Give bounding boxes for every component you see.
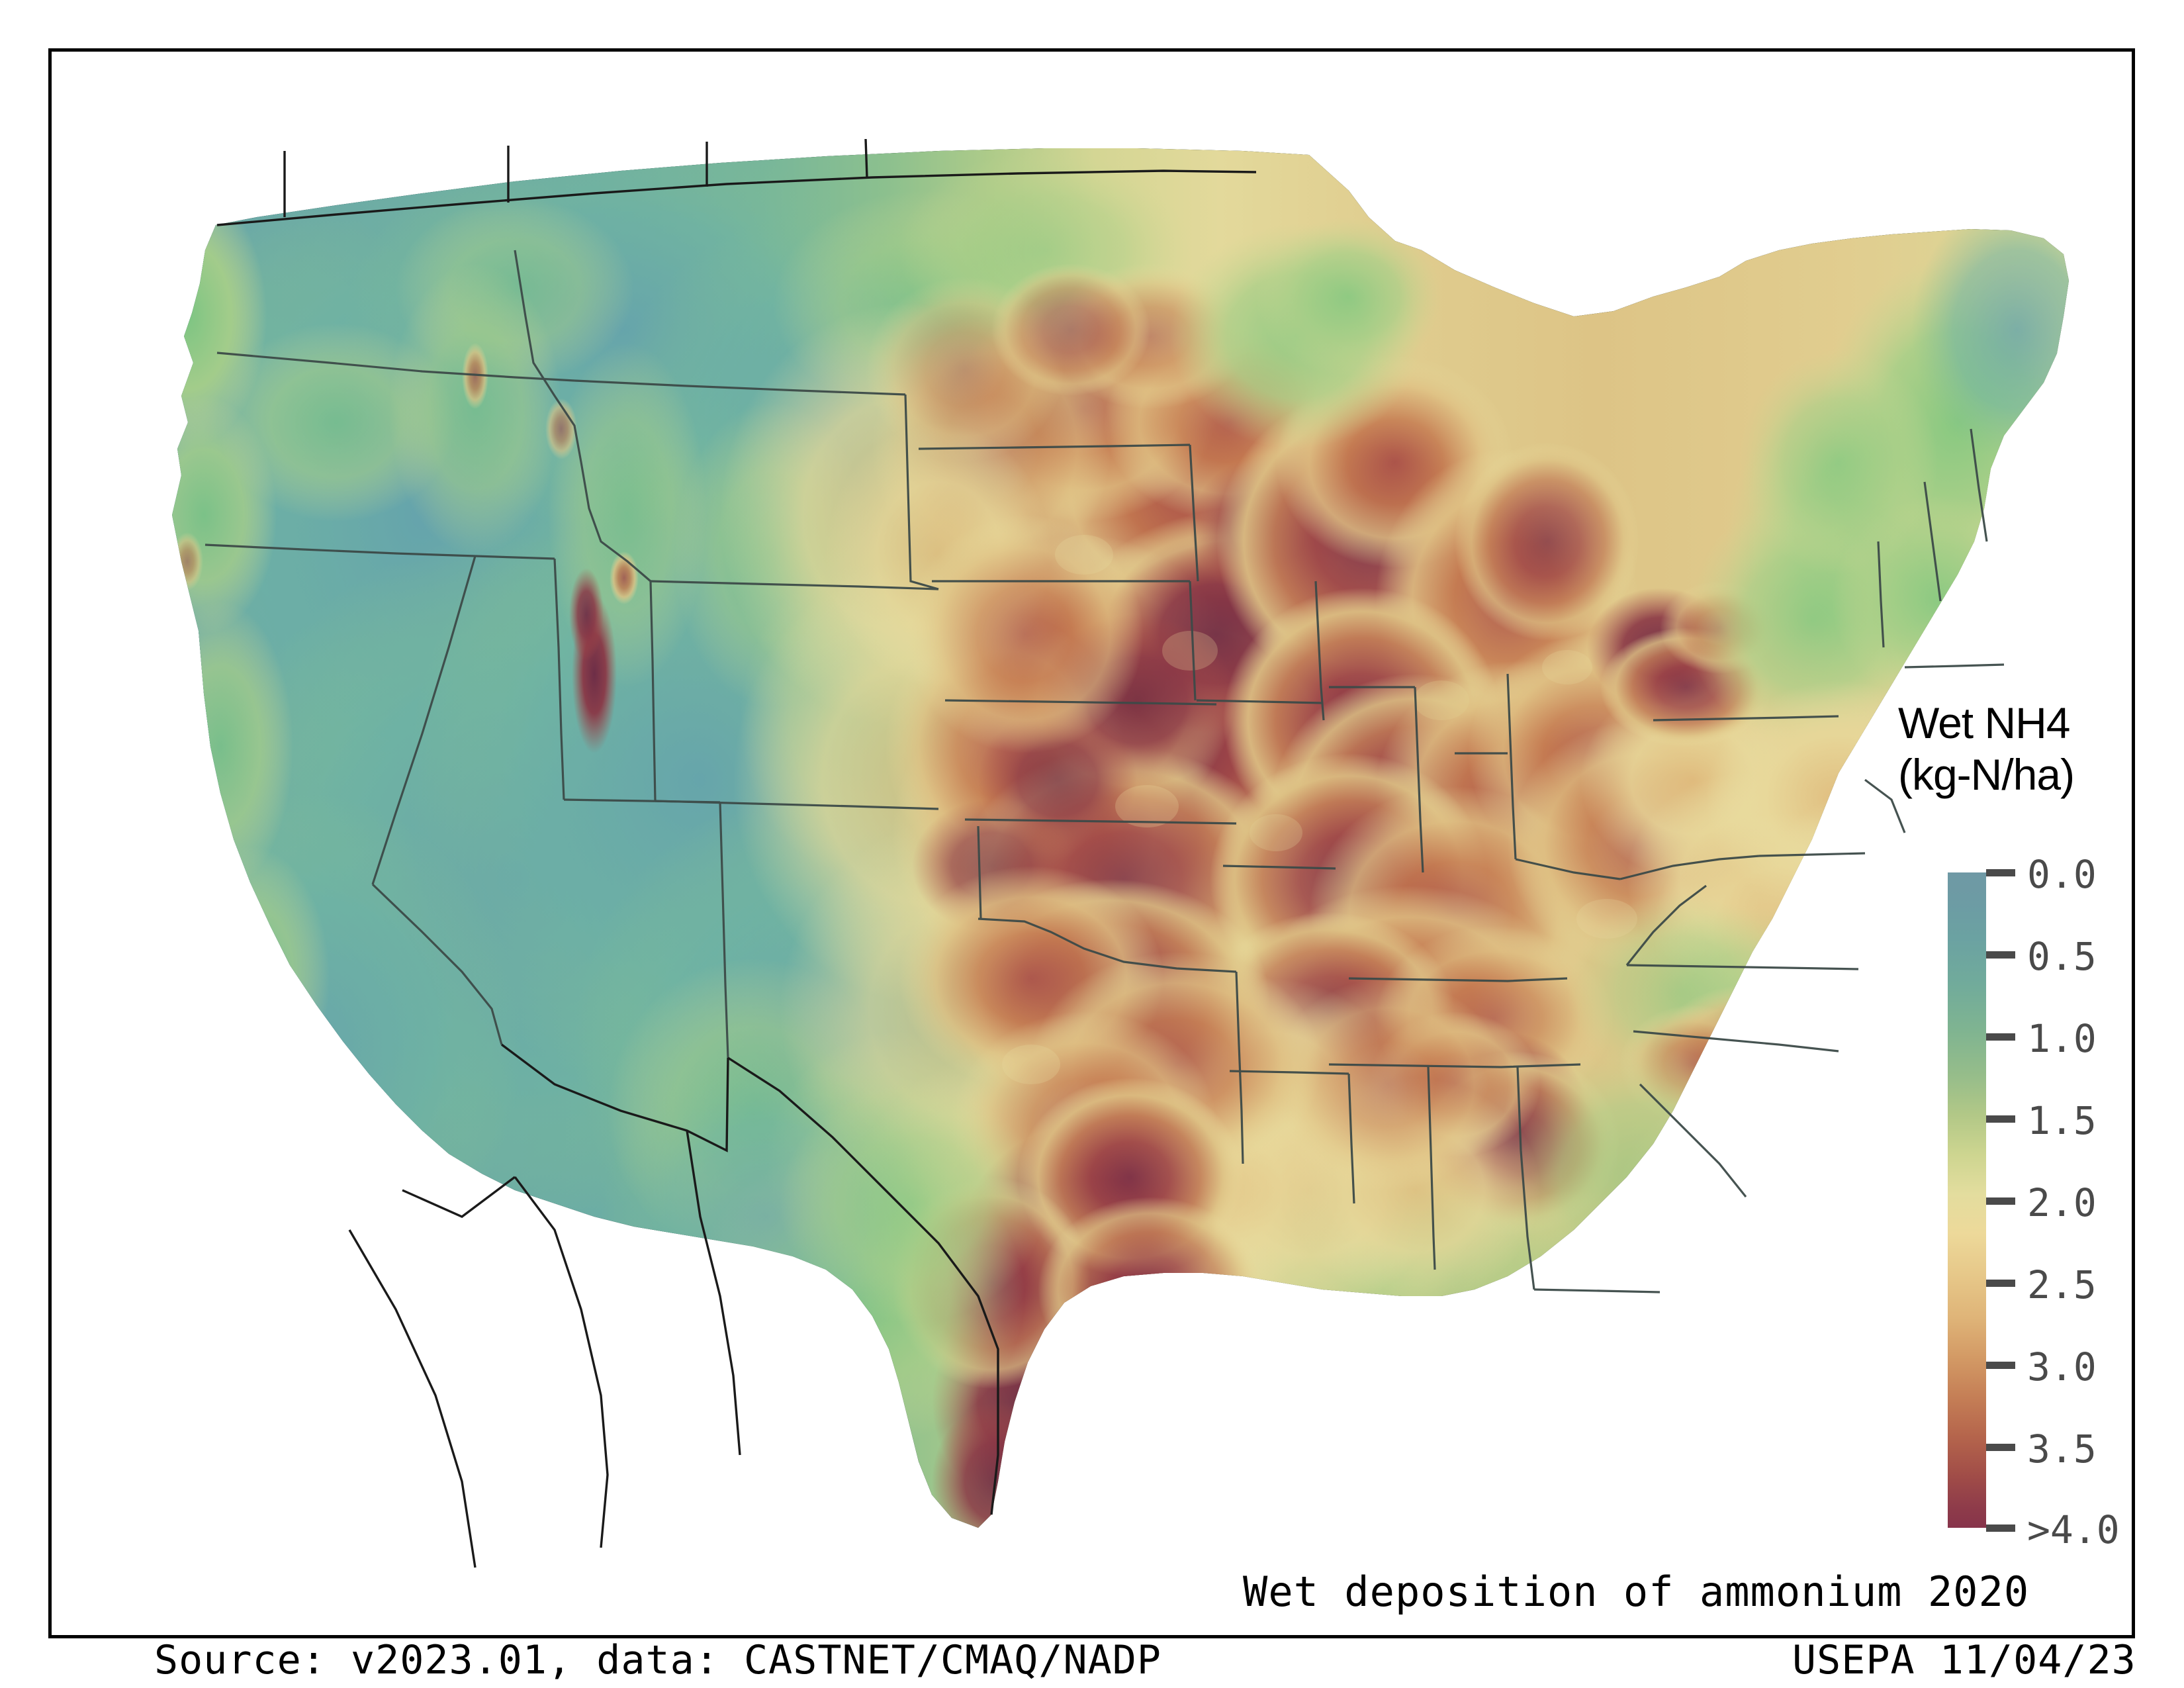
tick-mark: [1986, 1197, 2015, 1205]
tick-label: 1.0: [2027, 1016, 2097, 1061]
state-boundaries: [205, 250, 2005, 1293]
tick-mark: [1986, 1280, 2015, 1287]
deposition-map: [172, 138, 2069, 1568]
country-coast-outlines: [216, 138, 1257, 1568]
map-title-caption: Wet deposition of ammonium 2020: [1243, 1568, 2030, 1616]
raster-speckle: [1002, 535, 1637, 1084]
tick-label: 1.5: [2027, 1098, 2097, 1143]
tick-mark: [1986, 1115, 2015, 1123]
agency-date-caption: USEPA 11/04/23: [1792, 1637, 2136, 1683]
tick-mark: [1986, 1362, 2015, 1369]
legend-title-line2: (kg-N/ha): [1898, 750, 2075, 799]
legend: Wet NH4 (kg-N/ha) 0.0 0.5 1.0 1.5 2.0: [1898, 697, 2163, 1552]
tick-label: >4.0: [2027, 1507, 2120, 1552]
tick-mark: [1986, 1524, 2015, 1532]
tick-mark: [1986, 869, 2015, 876]
tick-label: 0.0: [2027, 852, 2097, 897]
map-canvas: [52, 52, 2138, 1642]
tick-label: 2.0: [2027, 1180, 2097, 1225]
tick-mark: [1986, 1444, 2015, 1451]
source-caption: Source: v2023.01, data: CASTNET/CMAQ/NAD…: [154, 1637, 1162, 1683]
tick-mark: [1986, 951, 2015, 959]
plot-frame: Wet NH4 (kg-N/ha) 0.0 0.5 1.0 1.5 2.0: [48, 48, 2136, 1683]
tick-mark: [1986, 1033, 2015, 1041]
tick-label: 2.5: [2027, 1262, 2097, 1307]
tick-label: 3.0: [2027, 1344, 2097, 1389]
colorbar: [1948, 872, 1986, 1528]
tick-label: 0.5: [2027, 934, 2097, 979]
deposition-raster: [172, 148, 2069, 1528]
tick-label: 3.5: [2027, 1427, 2097, 1472]
legend-title-line1: Wet NH4: [1898, 698, 2071, 747]
